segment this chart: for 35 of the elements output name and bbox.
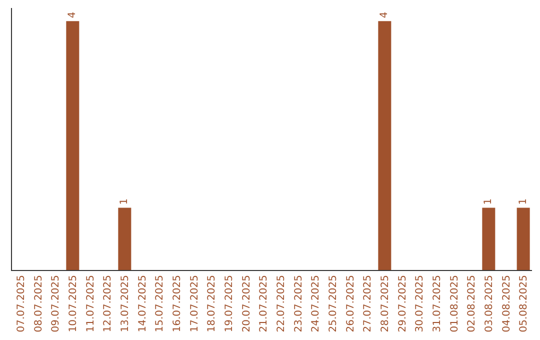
x-tick-label: 26.07.2025 xyxy=(345,275,356,332)
data-label: 1 xyxy=(483,198,494,205)
x-tick-label: 22.07.2025 xyxy=(276,275,287,332)
x-tick-label: 11.07.2025 xyxy=(85,275,96,332)
x-tick-label: 28.07.2025 xyxy=(380,275,391,332)
x-tick-label: 29.07.2025 xyxy=(397,275,408,332)
x-tick-label: 13.07.2025 xyxy=(120,275,131,332)
data-label: 4 xyxy=(379,12,390,18)
x-tick-label: 20.07.2025 xyxy=(241,275,252,332)
data-label: 1 xyxy=(518,198,529,205)
x-tick-label: 02.08.2025 xyxy=(466,275,478,332)
x-tick-label: 10.07.2025 xyxy=(68,275,79,332)
x-tick-label: 09.07.2025 xyxy=(50,275,62,332)
x-tick-label: 24.07.2025 xyxy=(310,275,322,332)
x-tick-label: 31.07.2025 xyxy=(432,275,443,332)
x-tick-label: 05.08.2025 xyxy=(518,275,530,332)
x-tick-label: 04.08.2025 xyxy=(501,275,512,332)
x-tick-label: 01.08.2025 xyxy=(449,275,460,332)
x-tick-label: 19.07.2025 xyxy=(224,275,235,332)
x-tick-label: 23.07.2025 xyxy=(293,275,304,332)
x-tick-label: 03.08.2025 xyxy=(484,275,495,332)
x-tick-label: 17.07.2025 xyxy=(189,275,200,332)
x-tick-label: 16.07.2025 xyxy=(172,275,183,332)
x-tick-label: 18.07.2025 xyxy=(206,275,218,332)
x-tick-label: 25.07.2025 xyxy=(328,275,339,332)
data-label: 4 xyxy=(67,12,78,18)
x-tick-label: 08.07.2025 xyxy=(33,275,44,332)
x-tick-label: 21.07.2025 xyxy=(258,275,270,332)
x-tick-label: 07.07.2025 xyxy=(16,275,27,332)
data-label: 1 xyxy=(119,198,130,205)
x-tick-label: 15.07.2025 xyxy=(154,275,166,332)
x-tick-label: 27.07.2025 xyxy=(362,275,374,332)
x-tick-label: 12.07.2025 xyxy=(102,275,114,332)
x-tick-label: 30.07.2025 xyxy=(414,275,426,332)
x-tick-label: 14.07.2025 xyxy=(137,275,148,332)
